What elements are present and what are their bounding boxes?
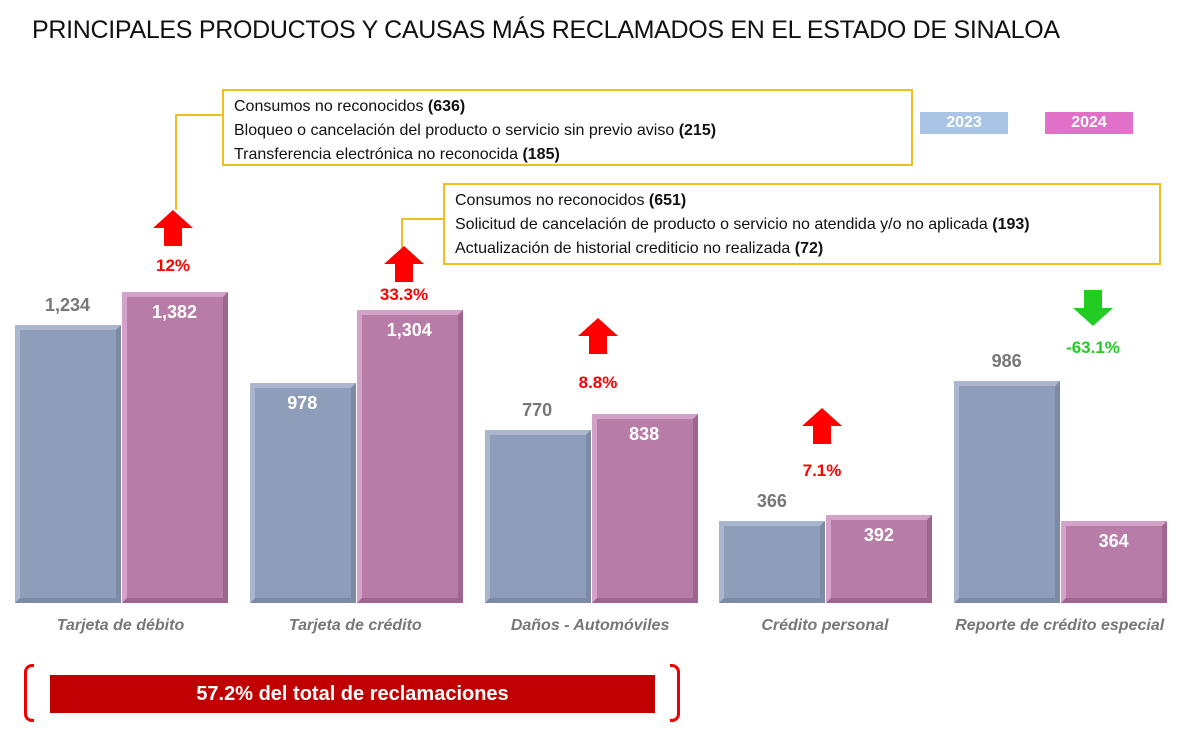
value-label-2024: 392 [863, 524, 894, 545]
callout-connector [401, 218, 403, 248]
callout-credit: Consumos no reconocidos (651) Solicitud … [443, 183, 1161, 265]
legend-2024: 2024 [1045, 112, 1133, 134]
value-label-2024: 838 [629, 424, 660, 445]
value-label-2023: 770 [522, 399, 553, 420]
bar-2024 [122, 292, 228, 603]
category-label: Daños - Automóviles [510, 617, 670, 634]
callout-debit: Consumos no reconocidos (636) Bloqueo o … [222, 89, 913, 166]
bar-2024 [826, 514, 933, 603]
category-label: Tarjeta de débito [56, 617, 185, 634]
arrow-up-icon [802, 408, 842, 444]
value-label-2023: 1,234 [44, 295, 91, 316]
arrow-down-icon [1073, 290, 1113, 326]
arrow-up-icon [153, 210, 193, 246]
bar-2024 [591, 414, 698, 603]
value-label-2024: 364 [1098, 531, 1129, 552]
change-label: 8.8% [578, 373, 618, 392]
change-label: 33.3% [379, 285, 429, 304]
value-label-2023: 366 [756, 490, 787, 511]
value-label-2024: 1,382 [151, 302, 198, 322]
change-label: 12% [155, 256, 191, 275]
left-bracket [24, 664, 34, 722]
callout-connector [175, 114, 177, 210]
callout-connector [175, 114, 223, 116]
bar-2023 [954, 381, 1061, 603]
bar-2023 [719, 520, 826, 603]
bar-2023 [15, 325, 121, 603]
category-label: Crédito personal [761, 617, 889, 634]
arrow-up-icon [384, 246, 424, 282]
value-label-2023: 986 [991, 351, 1022, 372]
bar-2024 [356, 309, 463, 603]
category-label: Tarjeta de crédito [288, 617, 422, 634]
legend-2023: 2023 [920, 112, 1008, 134]
total-banner: 57.2% del total de reclamaciones [50, 675, 655, 713]
category-label: Reporte de crédito especial [955, 617, 1165, 634]
bar-2024 [1061, 521, 1168, 603]
change-label: 7.1% [802, 461, 842, 480]
bar-2023 [484, 429, 591, 603]
value-label-2023: 978 [287, 392, 318, 413]
value-label-2024: 1,304 [386, 319, 432, 340]
arrow-up-icon [578, 318, 618, 354]
callout-connector [401, 218, 444, 220]
bar-2023 [249, 382, 356, 603]
page-title: PRINCIPALES PRODUCTOS Y CAUSAS MÁS RECLA… [32, 16, 1060, 44]
change-label: -63.1% [1066, 338, 1120, 357]
right-bracket [670, 664, 680, 722]
